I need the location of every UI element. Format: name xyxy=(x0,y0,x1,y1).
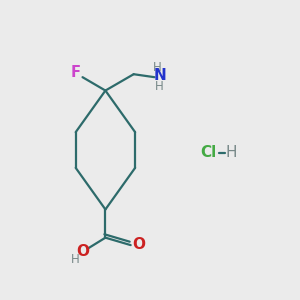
Text: N: N xyxy=(154,68,167,83)
Text: H: H xyxy=(71,254,80,266)
Text: O: O xyxy=(133,237,146,252)
Text: F: F xyxy=(71,65,81,80)
Text: H: H xyxy=(154,80,163,93)
Text: H: H xyxy=(153,61,162,74)
Text: O: O xyxy=(76,244,89,260)
Text: Cl: Cl xyxy=(200,146,216,160)
Text: H: H xyxy=(226,146,238,160)
